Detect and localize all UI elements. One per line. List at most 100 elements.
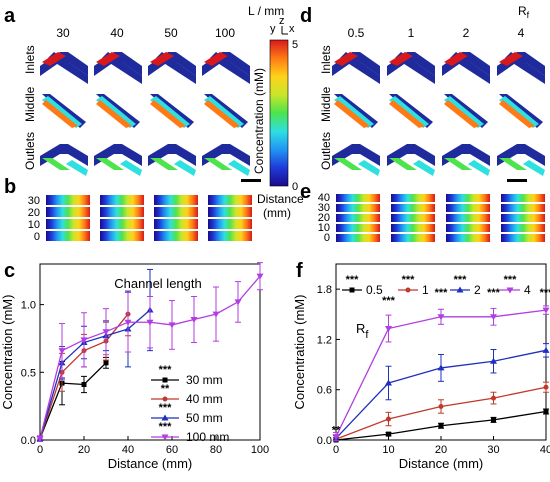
concentration-strip — [46, 207, 90, 217]
simulation-thumbnail — [497, 44, 545, 84]
chart-f: 0 10 20 30 40 0.0 0.6 1.2 1.8 Distance (mm) Concen… — [292, 263, 550, 471]
significance-stars: *** — [159, 421, 173, 433]
significance-stars: ** — [161, 383, 170, 395]
strip-tick-label: 10 — [28, 219, 40, 231]
chart-c: 0 20 40 60 80 100 0.0 0.5 1.0 Distance (mm) Concen… — [0, 262, 269, 471]
concentration-strip — [501, 234, 545, 242]
panel-label-b: b — [4, 176, 16, 198]
simulation-thumbnail — [40, 90, 88, 130]
concentration-strip — [446, 194, 490, 202]
y-tick-label: 1.2 — [317, 334, 332, 346]
series-1 — [333, 381, 549, 442]
concentration-strip — [446, 224, 490, 232]
panel-a-header: L / mm — [248, 4, 284, 18]
concentration-strip — [501, 194, 545, 202]
simulation-thumbnail — [387, 136, 435, 176]
panel-d-row-middle: Middle — [319, 86, 333, 122]
significance-annotation: *** — [540, 287, 550, 299]
data-point — [162, 377, 168, 383]
data-point — [162, 396, 168, 402]
data-point — [58, 348, 66, 355]
column-label: 40 — [110, 26, 124, 40]
concentration-strip — [336, 234, 380, 242]
distance-unit: (mm) — [263, 206, 291, 220]
simulation-thumbnail — [497, 90, 545, 130]
concentration-strip — [501, 214, 545, 222]
panel-a-simulation-grid — [40, 44, 250, 176]
concentration-strip — [46, 195, 90, 205]
strip-tick-label: 0 — [324, 232, 330, 244]
column-label: 2 — [463, 26, 470, 40]
plot-frame — [39, 263, 261, 441]
panel-d-simulation-grid — [332, 44, 545, 176]
concentration-strip — [446, 204, 490, 212]
y-tick-label: 0.0 — [317, 435, 332, 447]
data-point — [190, 317, 198, 324]
data-point — [234, 299, 242, 306]
data-point — [103, 360, 109, 366]
distance-label: Distance — [257, 192, 304, 206]
panel-d-header: Rf — [518, 4, 530, 20]
significance-stars: *** — [346, 274, 360, 286]
concentration-strip — [154, 207, 198, 217]
simulation-thumbnail — [442, 136, 490, 176]
concentration-strip — [154, 231, 198, 241]
data-point — [256, 273, 264, 280]
panel-d-row-inlets: Inlets — [319, 45, 333, 74]
concentration-strip — [208, 219, 252, 229]
data-point — [102, 329, 110, 336]
strip-tick-label: 10 — [318, 222, 330, 234]
concentration-strip — [391, 204, 435, 212]
y-tick-label: 0.5 — [21, 367, 36, 379]
chart-title: Rf — [356, 321, 369, 341]
simulation-thumbnail — [94, 136, 142, 176]
simulation-thumbnail — [40, 136, 88, 176]
panel-a-column-labels: 30 40 50 100 — [56, 26, 235, 40]
simulation-thumbnail — [40, 44, 88, 84]
simulation-thumbnail — [202, 136, 250, 176]
y-axis-label: Concentration (mM) — [292, 295, 307, 410]
legend-label: 1 — [422, 283, 429, 297]
significance-annotation: *** — [382, 295, 396, 307]
axis-z-letter: z — [279, 15, 285, 27]
concentration-strip — [336, 214, 380, 222]
data-point — [438, 423, 444, 429]
concentration-strip — [336, 194, 380, 202]
simulation-thumbnail — [387, 44, 435, 84]
concentration-strip — [501, 224, 545, 232]
data-point — [168, 322, 176, 329]
series-line — [39, 362, 107, 439]
scale-bar-icon — [507, 179, 527, 182]
series-line — [39, 309, 151, 439]
simulation-thumbnail — [148, 136, 196, 176]
simulation-thumbnail — [94, 44, 142, 84]
concentration-strip — [446, 214, 490, 222]
strip-tick-label: 40 — [318, 192, 330, 204]
concentration-strip — [208, 231, 252, 241]
y-axis-label: Concentration (mM) — [0, 295, 15, 410]
x-tick-label: 30 — [487, 444, 499, 456]
significance-stars: *** — [402, 274, 416, 286]
concentration-strip — [391, 214, 435, 222]
simulation-thumbnail — [497, 136, 545, 176]
legend-label: 0.5 — [366, 283, 383, 297]
data-point — [542, 346, 550, 353]
x-axis-label: Distance (mm) — [399, 456, 484, 471]
axis-y-letter: y — [270, 23, 276, 35]
concentration-strip — [336, 204, 380, 212]
significance-stars: *** — [454, 274, 468, 286]
simulation-thumbnail — [332, 90, 380, 130]
simulation-thumbnail — [387, 90, 435, 130]
axis-triad-icon: y z x — [270, 15, 295, 35]
data-point — [490, 357, 497, 364]
concentration-strip — [391, 234, 435, 242]
concentration-strip — [46, 219, 90, 229]
simulation-thumbnail — [332, 136, 380, 176]
data-point — [81, 381, 87, 387]
legend-label: 40 mm — [186, 392, 223, 406]
data-point — [161, 414, 169, 421]
strip-tick-label: 0 — [34, 231, 40, 243]
concentration-strip — [446, 234, 490, 242]
